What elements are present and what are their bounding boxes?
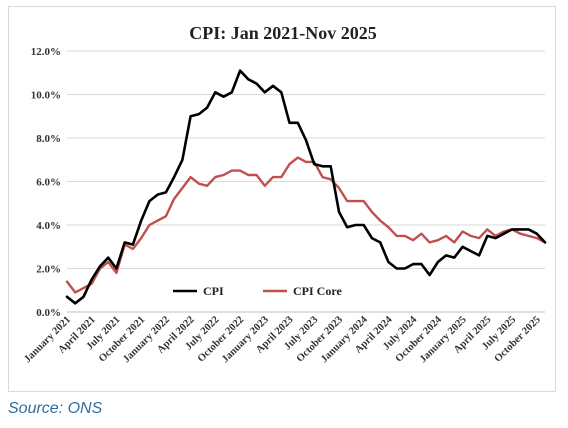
chart-title: CPI: Jan 2021-Nov 2025 bbox=[189, 23, 377, 43]
legend-entry-cpi-label: CPI bbox=[203, 284, 224, 298]
series-line-cpi-core bbox=[65, 156, 547, 294]
y-axis-ticks: 0.0% 2.0% 4.0% 6.0% 8.0% 10.0% 12.0% bbox=[31, 46, 61, 319]
y-tick-label: 0.0% bbox=[36, 307, 61, 319]
y-tick-label: 10.0% bbox=[31, 90, 61, 102]
y-tick-label: 8.0% bbox=[36, 133, 61, 145]
y-tick-label: 2.0% bbox=[36, 264, 61, 276]
series-line-cpi bbox=[65, 69, 547, 305]
grid-layer bbox=[67, 50, 545, 313]
y-tick-label: 6.0% bbox=[36, 177, 61, 189]
chart-frame: CPI: Jan 2021-Nov 2025 0.0% 2.0% 4.0% 6.0% 8… bbox=[8, 6, 556, 392]
legend-entry-cpi-core-label: CPI Core bbox=[293, 284, 342, 298]
y-tick-label: 12.0% bbox=[31, 46, 61, 58]
series-layer bbox=[65, 69, 547, 305]
y-tick-label: 4.0% bbox=[36, 220, 61, 232]
legend: CPI CPI Core bbox=[173, 284, 342, 298]
cpi-line-chart: CPI: Jan 2021-Nov 2025 0.0% 2.0% 4.0% 6.0% 8… bbox=[22, 23, 547, 365]
source-caption: Source: ONS bbox=[8, 400, 103, 417]
